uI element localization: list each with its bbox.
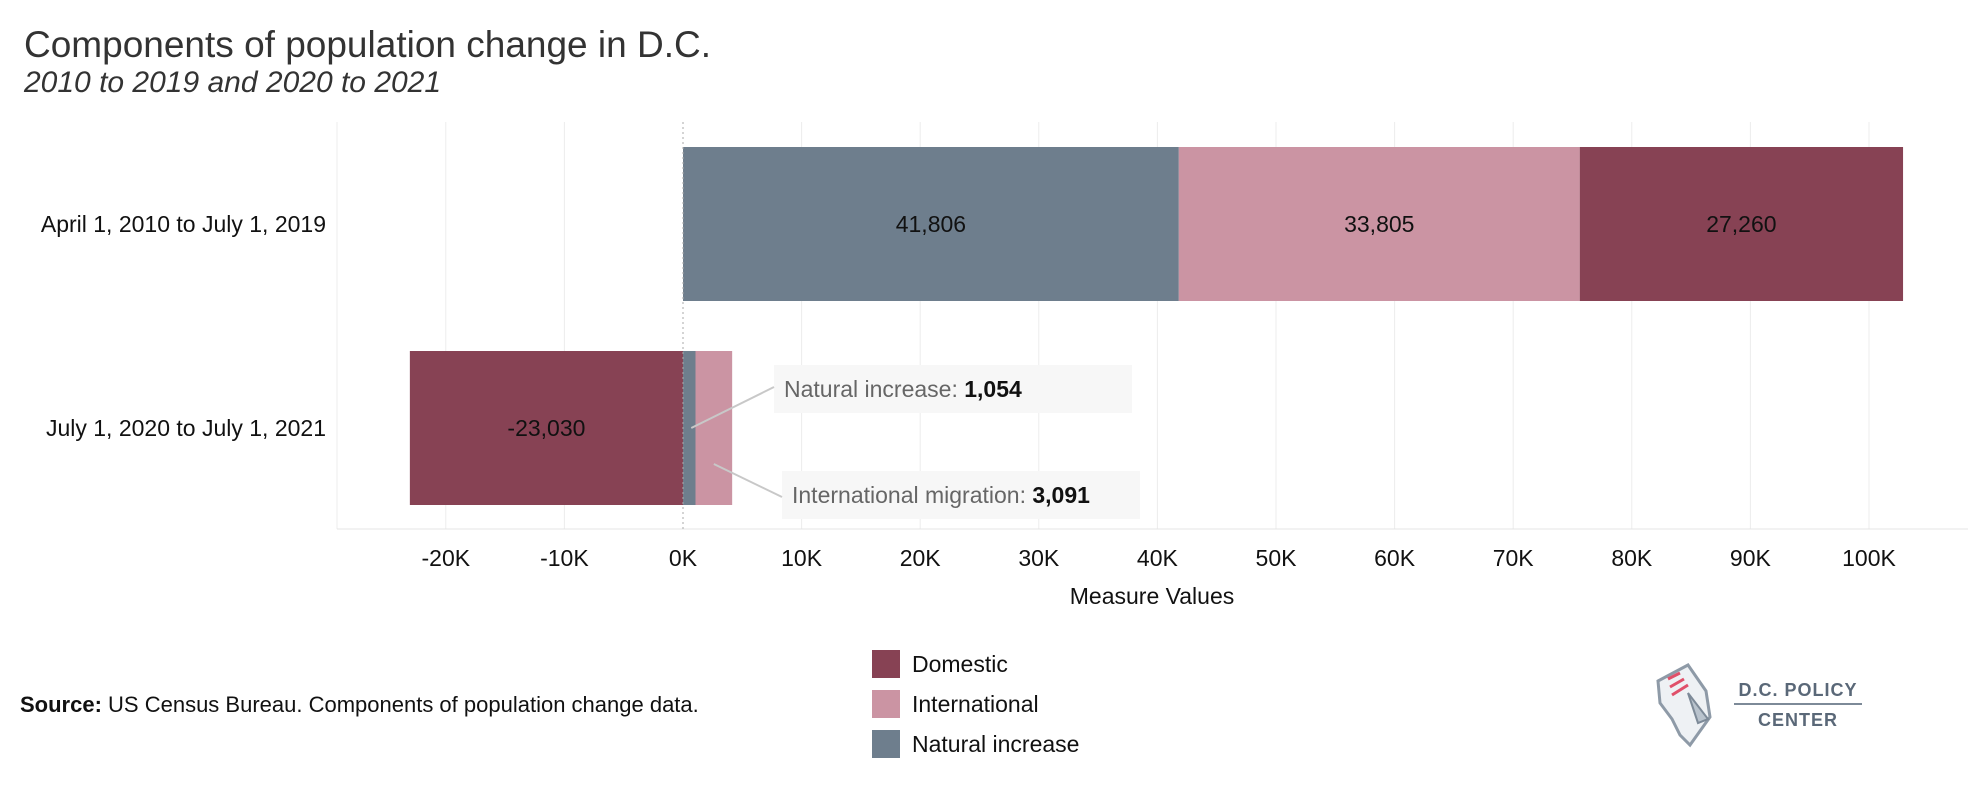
chart-subtitle: 2010 to 2019 and 2020 to 2021 [24, 66, 442, 99]
data-label: 41,806 [896, 211, 966, 237]
annotation-text: International migration: 3,091 [792, 482, 1090, 508]
legend-swatch-international [872, 690, 900, 718]
legend-label-domestic: Domestic [912, 650, 1008, 677]
logo-divider [1734, 703, 1862, 705]
annotation-label: Natural increase: [784, 376, 964, 402]
x-tick-label: 0K [669, 545, 698, 571]
source-label: Source: [20, 692, 102, 717]
chart-title: Components of population change in D.C. [24, 24, 711, 65]
bar-international [695, 351, 733, 505]
x-tick-label: 50K [1256, 545, 1298, 571]
annotation-label: International migration: [792, 482, 1032, 508]
x-tick-label: 70K [1493, 545, 1535, 571]
x-tick-label: 90K [1730, 545, 1772, 571]
x-tick-label: 100K [1842, 545, 1896, 571]
chart-svg: April 1, 2010 to July 1, 2019 July 1, 202… [41, 122, 1968, 609]
bar-natural-increase [683, 351, 696, 505]
annotation-value: 1,054 [964, 376, 1022, 402]
legend-swatch-domestic [872, 650, 900, 678]
legend-item-natural-increase[interactable]: Natural increase [872, 724, 1079, 764]
legend-label-international: International [912, 690, 1039, 717]
x-tick-label: 40K [1137, 545, 1179, 571]
bar-natural-increase [683, 147, 1179, 301]
source-text: US Census Bureau. Components of populati… [101, 692, 699, 717]
annotation-box [782, 471, 1140, 519]
x-tick-label: 10K [781, 545, 823, 571]
legend-swatch-natural-increase [872, 730, 900, 758]
bar-international [1178, 147, 1580, 301]
bar-domestic [1579, 147, 1904, 301]
legend: Domestic International Natural increase [872, 644, 1079, 764]
annotation-leader [690, 386, 775, 429]
source-note: Source: US Census Bureau. Components of … [20, 692, 699, 718]
x-tick-label: 20K [900, 545, 942, 571]
annotation-leader [713, 463, 783, 498]
logo-line2: CENTER [1757, 710, 1838, 730]
bar-domestic [409, 351, 683, 505]
x-tick-label: 60K [1374, 545, 1416, 571]
dc-policy-center-logo: D.C. POLICY CENTER [1650, 663, 1880, 753]
x-axis-label: Measure Values [1070, 583, 1235, 609]
data-label: 27,260 [1706, 211, 1776, 237]
legend-item-international[interactable]: International [872, 684, 1079, 724]
legend-label-natural-increase: Natural increase [912, 730, 1080, 757]
logo-line1: D.C. POLICY [1738, 680, 1858, 700]
category-label: July 1, 2020 to July 1, 2021 [46, 415, 326, 441]
data-label: -23,030 [507, 415, 585, 441]
x-tick-label: 30K [1018, 545, 1060, 571]
data-label: 33,805 [1344, 211, 1414, 237]
annotation-value: 3,091 [1032, 482, 1090, 508]
logo-text: D.C. POLICY CENTER [1734, 677, 1862, 733]
x-tick-label: -10K [540, 545, 589, 571]
annotation-box [774, 365, 1132, 413]
x-tick-label: 80K [1611, 545, 1653, 571]
dc-map-icon [1656, 663, 1712, 748]
x-tick-label: -20K [422, 545, 471, 571]
category-label: April 1, 2010 to July 1, 2019 [41, 211, 326, 237]
annotation-text: Natural increase: 1,054 [784, 376, 1022, 402]
legend-item-domestic[interactable]: Domestic [872, 644, 1079, 684]
